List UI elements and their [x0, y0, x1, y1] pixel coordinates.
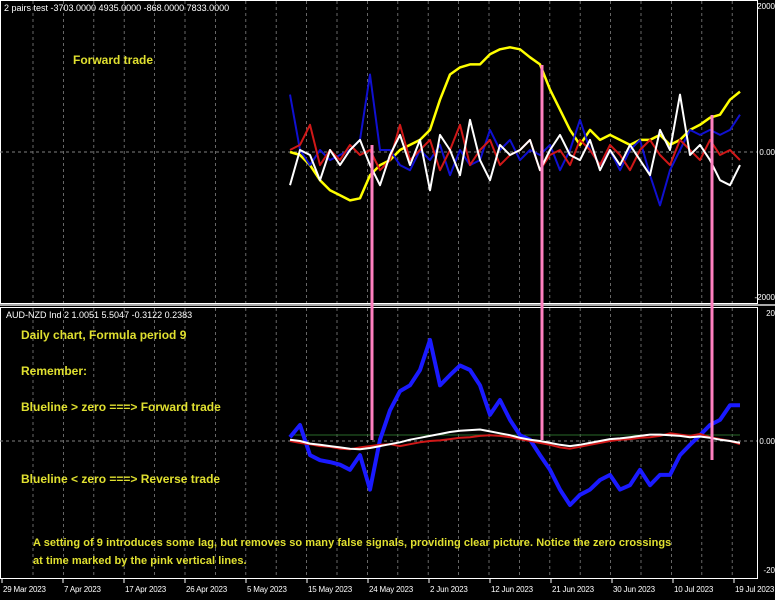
bottom-y-tick-min: -20 — [763, 566, 775, 575]
x-tick-label: 17 Apr 2023 — [125, 585, 166, 594]
x-tick-label: 21 Jun 2023 — [552, 585, 594, 594]
series-blue-line-panel1 — [289, 73, 741, 207]
bottom-y-tick-zero: 0.00 — [759, 437, 775, 446]
x-tick-label: 2 Jun 2023 — [430, 585, 468, 594]
x-tick-label: 30 Jun 2023 — [613, 585, 655, 594]
annotation-forward-trade: Forward trade — [73, 53, 154, 67]
series-white-line-panel2 — [289, 428, 741, 451]
series-yellow-line-panel1 — [289, 46, 741, 202]
top-y-tick-min: -2000 — [754, 293, 775, 302]
annotation-blueline-below: Blueline < zero ===> Reverse trade — [21, 472, 221, 486]
x-tick-label: 19 Jul 2023 — [735, 585, 775, 594]
x-tick-label: 15 May 2023 — [308, 585, 353, 594]
series-white-line-panel1 — [289, 93, 741, 192]
annotation-blueline-above: Blueline > zero ===> Forward trade — [21, 400, 221, 414]
top-panel-title: 2 pairs test -3703.0000 4935.0000 -868.0… — [4, 3, 230, 13]
bottom-panel-title: AUD-NZD Ind 2 1.0051 5.5047 -0.3122 0.23… — [6, 310, 193, 320]
series-blue-line-panel2 — [288, 337, 740, 507]
top-y-tick-zero: 0.00 — [759, 148, 775, 157]
x-tick-label: 7 Apr 2023 — [64, 585, 101, 594]
x-tick-label: 29 Mar 2023 — [3, 585, 46, 594]
annotation-setting-note-2: at time marked by the pink vertical line… — [33, 555, 247, 567]
bottom-y-tick-max: 20 — [766, 309, 775, 318]
x-tick-label: 26 Apr 2023 — [186, 585, 227, 594]
top-y-tick-max: 2000 — [757, 2, 775, 11]
bottom-panel-frame — [0, 307, 758, 579]
annotation-remember: Remember: — [21, 364, 88, 378]
x-tick-label: 12 Jun 2023 — [491, 585, 533, 594]
x-tick-label: 24 May 2023 — [369, 585, 414, 594]
annotation-setting-note-1: A setting of 9 introduces some lag, but … — [33, 537, 672, 549]
x-tick-label: 5 May 2023 — [247, 585, 287, 594]
x-tick-label: 10 Jul 2023 — [674, 585, 714, 594]
annotation-daily-chart: Daily chart, Formula period 9 — [21, 328, 187, 342]
